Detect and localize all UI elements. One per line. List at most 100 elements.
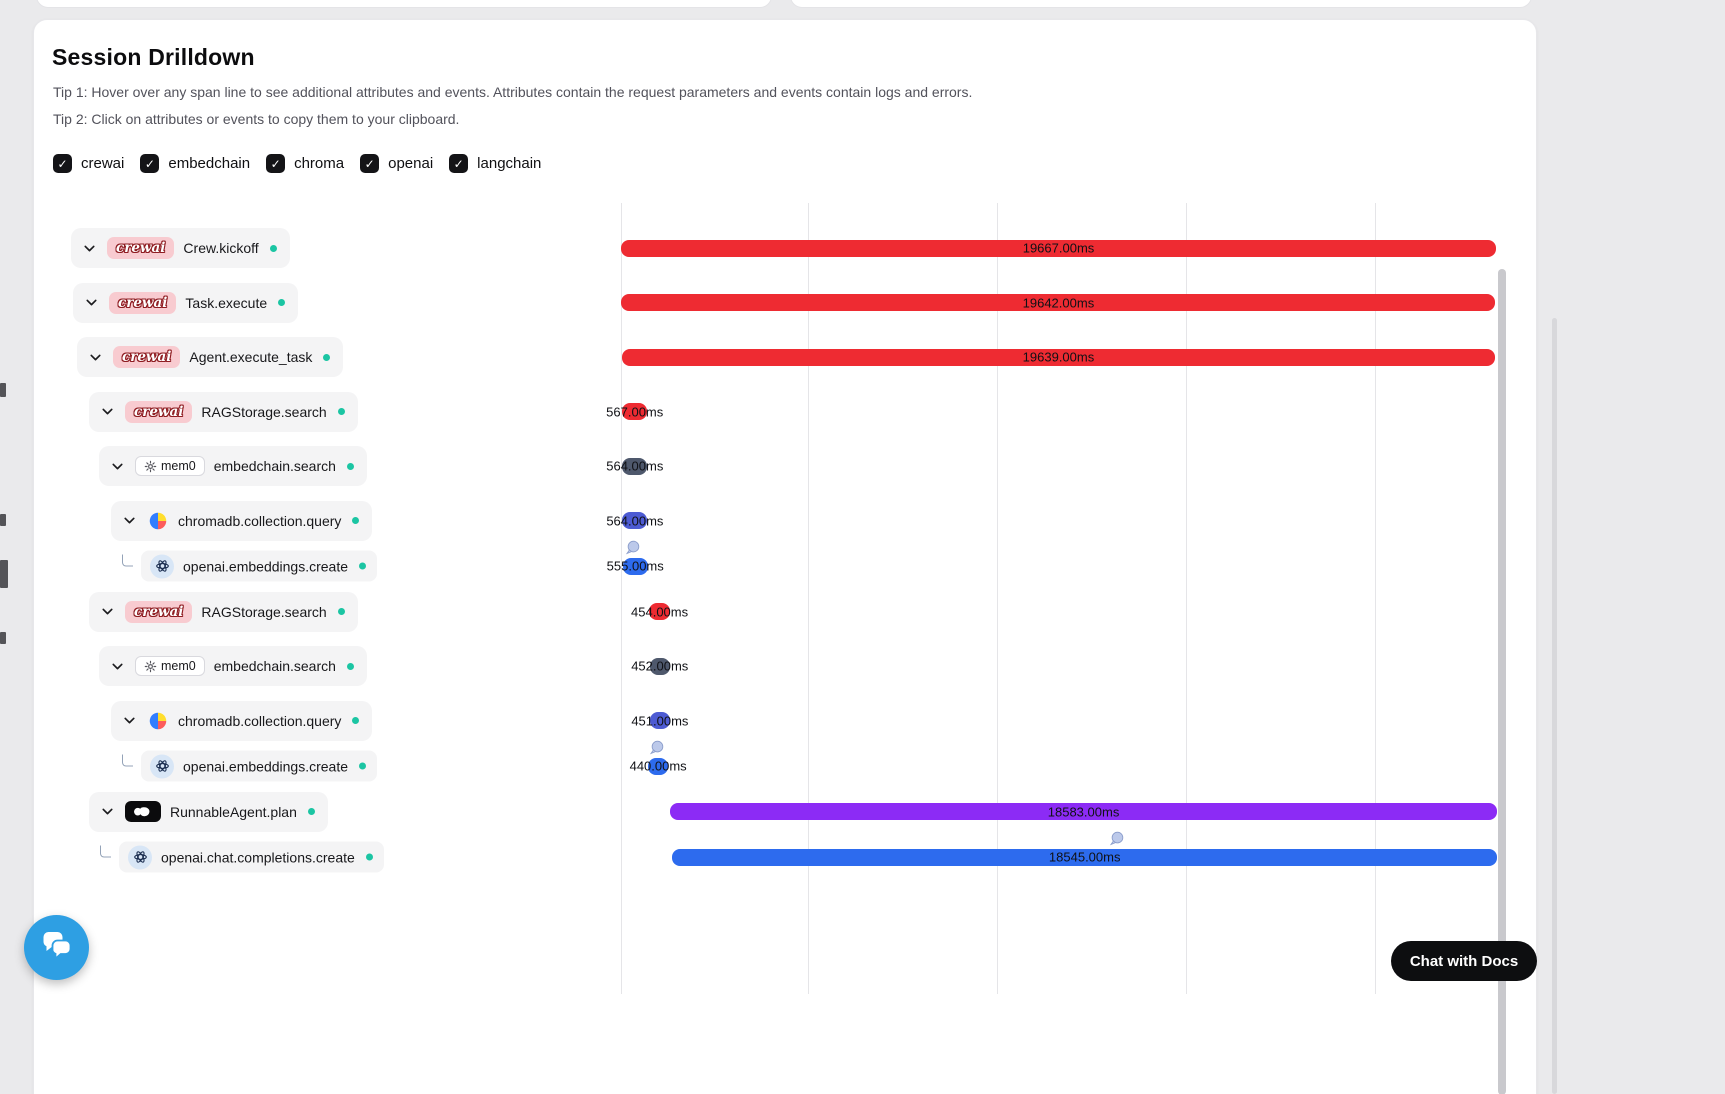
span-bar[interactable]	[649, 712, 670, 729]
span-name: RAGStorage.search	[201, 403, 327, 420]
page-title: Session Drilldown	[52, 44, 255, 70]
status-dot	[346, 662, 354, 670]
span-pill[interactable]: openai.chat.completions.create	[119, 841, 384, 873]
gridline	[1375, 203, 1376, 994]
span-bar[interactable]	[672, 848, 1498, 866]
chat-with-docs-button[interactable]: Chat with Docs	[1391, 941, 1537, 981]
chevron-down-icon[interactable]	[110, 659, 126, 674]
span-row-label[interactable]: crewai Task.execute	[73, 282, 299, 323]
span-row-label[interactable]: openai.embeddings.create	[121, 750, 378, 782]
span-bar[interactable]	[649, 657, 670, 675]
span-row-label[interactable]: RunnableAgent.plan	[89, 791, 328, 832]
filter-item[interactable]: ✓ crewai	[53, 154, 124, 173]
chroma-logo	[147, 510, 169, 532]
span-row-label[interactable]: crewai RAGStorage.search	[89, 391, 358, 432]
waterfall-vertical-scrollbar[interactable]	[1498, 269, 1506, 1094]
chevron-down-icon[interactable]	[84, 295, 100, 310]
filter-item[interactable]: ✓ embedchain	[140, 154, 250, 173]
event-bubble-icon[interactable]	[1109, 831, 1125, 846]
span-pill[interactable]: chromadb.collection.query	[111, 700, 373, 741]
crewai-logo: crewai	[125, 400, 193, 423]
event-bubble-icon[interactable]	[649, 740, 664, 755]
chevron-down-icon[interactable]	[88, 350, 104, 365]
span-row-label[interactable]: mem0 embedchain.search	[99, 646, 367, 686]
checkbox-checked-icon[interactable]: ✓	[449, 154, 469, 173]
chevron-down-icon[interactable]	[82, 241, 98, 256]
clipped-card-right	[790, 0, 1532, 8]
span-row-label[interactable]: chromadb.collection.query	[111, 700, 373, 741]
gridline	[1186, 203, 1187, 994]
span-row-label[interactable]: chromadb.collection.query	[111, 500, 373, 541]
span-pill[interactable]: mem0 embedchain.search	[99, 446, 367, 486]
chat-widget-button[interactable]	[24, 915, 89, 980]
filter-list: ✓ crewai ✓ embedchain ✓ chroma ✓ openai …	[53, 154, 541, 173]
crewai-logo: crewai	[107, 237, 175, 259]
checkbox-checked-icon[interactable]: ✓	[140, 154, 160, 173]
span-row-label[interactable]: crewai Crew.kickoff	[71, 228, 290, 268]
span-pill[interactable]: crewai Crew.kickoff	[71, 228, 290, 268]
status-dot	[359, 562, 367, 570]
clipped-background-text	[0, 514, 6, 526]
event-bubble-icon[interactable]	[625, 540, 640, 555]
status-dot	[337, 608, 345, 615]
openai-logo	[128, 845, 152, 869]
span-bar[interactable]	[621, 348, 1496, 366]
span-pill[interactable]: openai.embeddings.create	[141, 550, 378, 582]
span-bar[interactable]	[622, 403, 648, 420]
span-pill[interactable]: crewai RAGStorage.search	[89, 591, 358, 632]
span-pill[interactable]: openai.embeddings.create	[141, 750, 378, 782]
status-dot	[337, 408, 345, 415]
span-pill[interactable]: chromadb.collection.query	[111, 500, 373, 541]
span-pill[interactable]: crewai Task.execute	[73, 282, 299, 323]
span-name: Agent.execute_task	[189, 349, 313, 365]
span-bar[interactable]	[622, 457, 648, 475]
span-bar[interactable]	[622, 512, 648, 529]
filter-label: openai	[388, 155, 434, 172]
filter-item[interactable]: ✓ langchain	[449, 154, 541, 173]
span-row-label[interactable]: crewai RAGStorage.search	[89, 591, 358, 632]
chat-bubbles-icon	[39, 931, 75, 964]
chevron-down-icon[interactable]	[100, 804, 116, 819]
chevron-down-icon[interactable]	[122, 513, 138, 528]
span-bar[interactable]	[621, 239, 1496, 257]
span-pill[interactable]: crewai Agent.execute_task	[77, 337, 344, 377]
filter-item[interactable]: ✓ chroma	[266, 154, 344, 173]
waterfall-chart: crewai Crew.kickoff 19667.00ms crewai Ta…	[34, 203, 1510, 994]
session-drilldown-card: Session Drilldown Tip 1: Hover over any …	[33, 19, 1537, 1094]
status-dot	[269, 244, 277, 252]
chevron-down-icon[interactable]	[100, 604, 116, 619]
span-row-label[interactable]: openai.embeddings.create	[121, 550, 378, 582]
status-dot	[307, 808, 315, 815]
status-dot	[346, 462, 354, 470]
checkbox-checked-icon[interactable]: ✓	[360, 154, 380, 173]
openai-logo	[150, 754, 174, 778]
chevron-down-icon[interactable]	[122, 713, 138, 728]
span-name: Crew.kickoff	[183, 240, 259, 256]
span-bar[interactable]	[621, 294, 1496, 311]
span-bar[interactable]	[622, 557, 648, 575]
span-row-label[interactable]: mem0 embedchain.search	[99, 446, 367, 486]
crewai-logo: crewai	[125, 600, 193, 623]
span-row-label[interactable]: openai.chat.completions.create	[99, 841, 384, 873]
filter-label: langchain	[477, 155, 542, 172]
elbow-connector-icon	[100, 845, 111, 857]
span-row-label[interactable]: crewai Agent.execute_task	[77, 337, 344, 377]
chevron-down-icon[interactable]	[110, 459, 126, 474]
span-pill[interactable]: crewai RAGStorage.search	[89, 391, 358, 432]
tip-1: Tip 1: Hover over any span line to see a…	[53, 84, 973, 100]
span-pill[interactable]: RunnableAgent.plan	[89, 791, 328, 832]
filter-item[interactable]: ✓ openai	[360, 154, 433, 173]
checkbox-checked-icon[interactable]: ✓	[53, 154, 72, 173]
span-bar[interactable]	[649, 603, 670, 620]
chevron-down-icon[interactable]	[100, 404, 116, 419]
span-name: openai.embeddings.create	[183, 558, 349, 574]
checkbox-checked-icon[interactable]: ✓	[266, 154, 286, 173]
gridline	[997, 203, 998, 994]
tip-2: Tip 2: Click on attributes or events to …	[53, 111, 460, 127]
filter-label: chroma	[294, 155, 345, 172]
span-pill[interactable]: mem0 embedchain.search	[99, 646, 367, 686]
span-name: chromadb.collection.query	[178, 512, 342, 529]
span-bar[interactable]	[670, 803, 1497, 820]
page-scrollbar[interactable]	[1552, 318, 1557, 1094]
span-bar[interactable]	[648, 757, 668, 775]
